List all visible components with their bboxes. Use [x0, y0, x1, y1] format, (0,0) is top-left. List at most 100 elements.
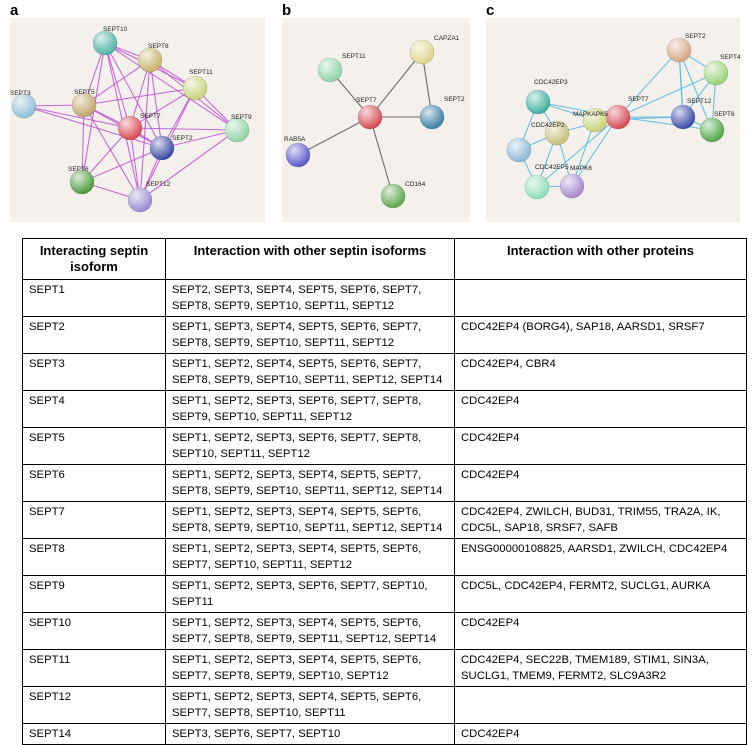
- edge: [139, 59, 151, 201]
- table-row: SEPT11 SEPT1, SEPT2, SEPT3, SEPT4, SEPT5,…: [22, 649, 747, 687]
- table-cell: SEPT1, SEPT2, SEPT3, SEPT4, SEPT5, SEPT7…: [165, 464, 455, 502]
- edge: [297, 116, 371, 156]
- node-label: SEPT12: [146, 181, 171, 188]
- node-highlight: [381, 184, 405, 208]
- table-cell: CDC42EP4, SEC22B, TMEM189, STIM1, SIN3A,…: [454, 649, 747, 687]
- node-label: CAPZA1: [434, 35, 460, 42]
- table-cell: SEPT7: [22, 501, 166, 539]
- table-cell: SEPT11: [22, 649, 166, 687]
- edge: [81, 147, 163, 183]
- node-highlight: [704, 61, 728, 85]
- node-highlight: [118, 116, 142, 140]
- node-label: RAB5A: [284, 136, 306, 143]
- table-row: SEPT8 SEPT1, SEPT2, SEPT3, SEPT4, SEPT5, …: [22, 538, 747, 576]
- table-cell: [454, 279, 747, 317]
- node-highlight: [606, 105, 630, 129]
- node-label: SEPT4: [720, 54, 741, 61]
- table-cell: SEPT1, SEPT2, SEPT3, SEPT4, SEPT5, SEPT6…: [165, 501, 455, 539]
- header-cell: Interacting septin isoform: [22, 238, 166, 280]
- edge: [23, 105, 163, 149]
- node-highlight: [410, 40, 434, 64]
- node-highlight: [667, 38, 691, 62]
- node-highlight: [545, 121, 569, 145]
- node-highlight: [583, 108, 607, 132]
- node-highlight: [93, 31, 117, 55]
- node-highlight: [70, 170, 94, 194]
- header-cell: Interaction with other proteins: [454, 238, 747, 280]
- node-highlight: [318, 58, 342, 82]
- node-highlight: [525, 175, 549, 199]
- table-row: SEPT14 SEPT3, SEPT6, SEPT7, SEPT10 CDC42EP…: [22, 723, 747, 745]
- table-cell: SEPT1, SEPT2, SEPT3, SEPT4, SEPT5, SEPT6…: [165, 538, 455, 576]
- node-highlight: [560, 174, 584, 198]
- node-label: SEPT7: [628, 96, 649, 103]
- node-highlight: [507, 138, 531, 162]
- node-highlight: [286, 143, 310, 167]
- table-cell: SEPT1, SEPT2, SEPT3, SEPT6, SEPT7, SEPT8…: [165, 390, 455, 428]
- edge: [536, 116, 619, 188]
- node-highlight: [671, 105, 695, 129]
- table-cell: CDC42EP4, ZWILCH, BUD31, TRIM55, TRA2A, …: [454, 501, 747, 539]
- node-highlight: [225, 118, 249, 142]
- table-cell: CDC42EP4, CBR4: [454, 353, 747, 391]
- table-cell: ENSG00000108825, AARSD1, ZWILCH, CDC42EP…: [454, 538, 747, 576]
- table-cell: SEPT1, SEPT3, SEPT4, SEPT5, SEPT6, SEPT7…: [165, 316, 455, 354]
- table-cell: [454, 686, 747, 724]
- edge: [161, 129, 238, 149]
- edge: [617, 72, 717, 118]
- table-row: SEPT2 SEPT1, SEPT3, SEPT4, SEPT5, SEPT6, …: [22, 316, 747, 354]
- edge: [81, 127, 131, 183]
- table-cell: CDC42EP4: [454, 723, 747, 745]
- table-cell: CDC42EP4 (BORG4), SAP18, AARSD1, SRSF7: [454, 316, 747, 354]
- table-row: SEPT7 SEPT1, SEPT2, SEPT3, SEPT4, SEPT5, …: [22, 501, 747, 539]
- table-row: SEPT9 SEPT1, SEPT2, SEPT3, SEPT6, SEPT7, …: [22, 575, 747, 613]
- table-cell: CDC5L, CDC42EP4, FERMT2, SUCLG1, AURKA: [454, 575, 747, 613]
- table-cell: SEPT1, SEPT2, SEPT3, SEPT6, SEPT7, SEPT1…: [165, 575, 455, 613]
- node-label: SEPT2: [444, 96, 465, 103]
- table-cell: CDC42EP4: [454, 390, 747, 428]
- panel-label: c: [486, 2, 494, 19]
- table-row: SEPT1 SEPT2, SEPT3, SEPT4, SEPT5, SEPT6, …: [22, 279, 747, 317]
- edge: [81, 104, 85, 183]
- table-cell: SEPT2: [22, 316, 166, 354]
- edge: [149, 59, 163, 149]
- node-highlight: [700, 118, 724, 142]
- node-label: SEPT5: [74, 89, 95, 96]
- header-row: Interacting septin isoform Interaction wi…: [22, 238, 747, 280]
- node-highlight: [358, 105, 382, 129]
- table-cell: SEPT10: [22, 612, 166, 650]
- table-cell: SEPT2, SEPT3, SEPT4, SEPT5, SEPT6, SEPT7…: [165, 279, 455, 317]
- table-row: SEPT3 SEPT1, SEPT2, SEPT4, SEPT5, SEPT6, …: [22, 353, 747, 391]
- node-highlight: [72, 93, 96, 117]
- table-cell: CDC42EP4: [454, 464, 747, 502]
- table-row: SEPT6 SEPT1, SEPT2, SEPT3, SEPT4, SEPT5, …: [22, 464, 747, 502]
- node-label: SEPT6: [68, 166, 89, 173]
- edge: [23, 105, 131, 129]
- node-label: SEPT10: [103, 26, 128, 33]
- edge: [83, 104, 141, 201]
- node-label: CD164: [405, 181, 426, 188]
- edge: [104, 42, 238, 131]
- table-row: SEPT12 SEPT1, SEPT2, SEPT3, SEPT4, SEPT5,…: [22, 686, 747, 724]
- table-cell: SEPT1, SEPT2, SEPT3, SEPT4, SEPT5, SEPT6…: [165, 612, 455, 650]
- table-cell: SEPT1, SEPT2, SEPT3, SEPT4, SEPT5, SEPT6…: [165, 649, 455, 687]
- node-highlight: [12, 94, 36, 118]
- interaction-table: Interacting septin isoform Interaction wi…: [22, 238, 747, 745]
- table-cell: SEPT8: [22, 538, 166, 576]
- table-cell: SEPT1, SEPT2, SEPT3, SEPT4, SEPT5, SEPT6…: [165, 686, 455, 724]
- node-label: SEPT11: [189, 69, 213, 76]
- node-label: SEPT2: [685, 33, 706, 40]
- table-cell: SEPT3, SEPT6, SEPT7, SEPT10: [165, 723, 455, 745]
- table-cell: SEPT5: [22, 427, 166, 465]
- page: a SEPT10 SEPT8 SEPT3 SEPT5 SEPT11 SEPT7 SEPT2 SE…: [10, 2, 747, 745]
- table-cell: SEPT6: [22, 464, 166, 502]
- table-cell: SEPT1: [22, 279, 166, 317]
- edge: [369, 116, 394, 197]
- edge: [83, 59, 151, 106]
- edge: [617, 49, 680, 118]
- edge: [678, 49, 713, 131]
- table-cell: SEPT9: [22, 575, 166, 613]
- table-cell: SEPT12: [22, 686, 166, 724]
- node-highlight: [183, 76, 207, 100]
- node-label: SEPT2: [172, 135, 193, 142]
